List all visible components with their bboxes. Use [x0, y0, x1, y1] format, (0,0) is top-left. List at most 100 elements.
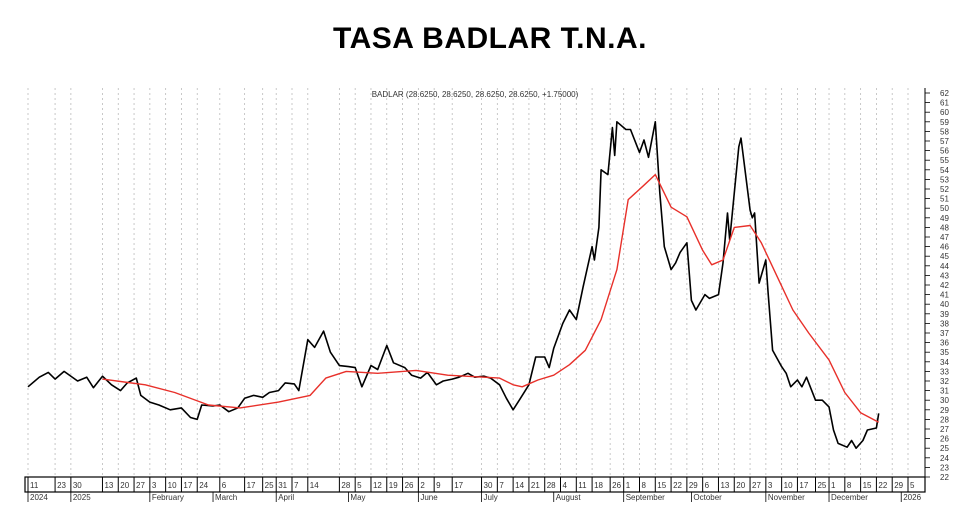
y-tick-label: 53 [940, 175, 949, 184]
x-tick-label: 6 [705, 481, 710, 490]
x-tick-label: 4 [563, 481, 568, 490]
y-tick-label: 49 [940, 214, 949, 223]
x-tick-label: 14 [515, 481, 524, 490]
y-tick-label: 43 [940, 271, 949, 280]
x-tick-label: 3 [152, 481, 157, 490]
x-tick-label: 23 [57, 481, 66, 490]
month-label: April [278, 493, 294, 502]
y-tick-label: 59 [940, 118, 949, 127]
y-tick-label: 31 [940, 387, 949, 396]
x-tick-label: 17 [454, 481, 463, 490]
x-tick-label: 1 [626, 481, 631, 490]
y-tick-label: 32 [940, 377, 949, 386]
x-tick-label: 5 [910, 481, 915, 490]
y-tick-label: 61 [940, 99, 949, 108]
month-label: October [693, 493, 722, 502]
y-tick-label: 28 [940, 415, 949, 424]
month-label: July [484, 493, 498, 502]
x-tick-label: 6 [222, 481, 227, 490]
y-tick-label: 57 [940, 137, 949, 146]
y-tick-label: 45 [940, 252, 949, 261]
x-tick-label: 29 [894, 481, 903, 490]
y-axis: 2223242526272829303132333435363738394041… [924, 88, 949, 482]
month-label: June [420, 493, 438, 502]
y-tick-label: 40 [940, 300, 949, 309]
x-tick-label: 28 [547, 481, 556, 490]
x-tick-label: 19 [389, 481, 398, 490]
month-label: 2026 [903, 493, 921, 502]
x-tick-label: 11 [578, 481, 587, 490]
x-tick-label: 11 [30, 481, 39, 490]
y-tick-label: 48 [940, 223, 949, 232]
x-axis-band [24, 476, 926, 493]
y-tick-label: 39 [940, 310, 949, 319]
y-tick-label: 26 [940, 435, 949, 444]
x-tick-label: 7 [499, 481, 504, 490]
x-tick-label: 31 [278, 481, 287, 490]
series-group [27, 121, 880, 449]
x-tick-label: 20 [120, 481, 129, 490]
y-tick-label: 22 [940, 473, 949, 482]
y-tick-label: 24 [940, 454, 949, 463]
month-label: 2024 [30, 493, 48, 502]
x-tick-label: 30 [484, 481, 493, 490]
x-tick-label: 10 [168, 481, 177, 490]
x-tick-label: 12 [373, 481, 382, 490]
moving-average-line [102, 173, 880, 423]
y-tick-label: 34 [940, 358, 949, 367]
y-tick-label: 37 [940, 329, 949, 338]
legend-text: BADLAR (28.6250, 28.6250, 28.6250, 28.62… [372, 90, 579, 99]
y-tick-label: 44 [940, 262, 949, 271]
y-tick-label: 46 [940, 243, 949, 252]
y-tick-label: 29 [940, 406, 949, 415]
x-tick-label: 1 [831, 481, 836, 490]
x-tick-label: 26 [405, 481, 414, 490]
y-tick-label: 55 [940, 156, 949, 165]
x-tick-label: 8 [847, 481, 852, 490]
y-tick-label: 41 [940, 291, 949, 300]
x-tick-label: 9 [436, 481, 441, 490]
y-tick-label: 33 [940, 367, 949, 376]
x-tick-label: 22 [673, 481, 682, 490]
y-tick-label: 60 [940, 108, 949, 117]
x-tick-label: 22 [878, 481, 887, 490]
x-tick-label: 7 [294, 481, 299, 490]
x-tick-label: 15 [863, 481, 872, 490]
month-label: November [768, 493, 805, 502]
y-tick-label: 38 [940, 319, 949, 328]
y-tick-label: 23 [940, 463, 949, 472]
y-tick-label: 51 [940, 195, 949, 204]
y-tick-label: 42 [940, 281, 949, 290]
y-tick-label: 54 [940, 166, 949, 175]
month-label: 2025 [73, 493, 91, 502]
month-label: August [556, 493, 582, 502]
x-tick-label: 17 [183, 481, 192, 490]
y-tick-label: 47 [940, 233, 949, 242]
y-tick-label: 30 [940, 396, 949, 405]
x-tick-label: 18 [594, 481, 603, 490]
grid [27, 88, 909, 477]
month-label: December [831, 493, 868, 502]
y-tick-label: 36 [940, 339, 949, 348]
x-tick-label: 30 [73, 481, 82, 490]
x-tick-label: 27 [752, 481, 761, 490]
y-tick-label: 27 [940, 425, 949, 434]
y-tick-label: 52 [940, 185, 949, 194]
month-label: February [152, 493, 184, 502]
month-label: September [626, 493, 665, 502]
x-tick-label: 14 [310, 481, 319, 490]
x-axis: 11 23 30 13 20 27 3 10 17 24 6 17 25 31 7 14 28 5 12 19 26 2 9… [24, 476, 926, 502]
x-tick-label: 13 [104, 481, 113, 490]
x-tick-label: 17 [247, 481, 256, 490]
x-tick-label: 25 [265, 481, 274, 490]
y-tick-label: 58 [940, 127, 949, 136]
x-tick-label: 21 [531, 481, 540, 490]
y-tick-label: 62 [940, 89, 949, 98]
x-tick-label: 8 [641, 481, 646, 490]
x-tick-label: 2 [420, 481, 425, 490]
month-label: March [215, 493, 237, 502]
x-tick-label: 28 [341, 481, 350, 490]
badlar-line [27, 121, 880, 449]
x-tick-label: 3 [768, 481, 773, 490]
